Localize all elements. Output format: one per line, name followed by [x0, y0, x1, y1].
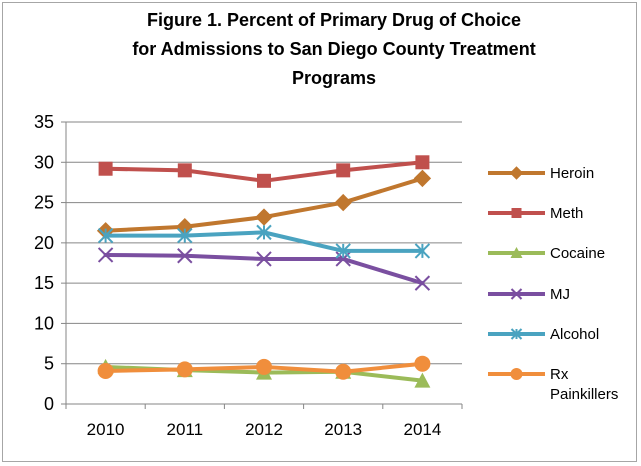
data-point	[176, 361, 193, 378]
data-point-stroke	[414, 275, 431, 291]
y-tick-label: 35	[34, 112, 54, 132]
legend-label: Painkillers	[550, 386, 618, 403]
data-point	[335, 363, 352, 380]
data-point	[256, 251, 272, 267]
y-tick-label: 15	[34, 273, 54, 293]
x-tick-label: 2010	[87, 420, 125, 439]
legend-label: Alcohol	[550, 326, 599, 343]
data-point	[335, 243, 351, 259]
data-point	[415, 155, 430, 170]
data-point	[97, 362, 114, 379]
data-point	[257, 173, 271, 188]
data-point	[177, 227, 193, 244]
data-point	[97, 247, 114, 263]
data-point-stroke	[256, 251, 272, 267]
data-point	[256, 224, 272, 241]
data-point	[334, 193, 352, 212]
series-mj	[97, 247, 431, 291]
series-alcohol	[97, 224, 431, 259]
y-tick-label: 20	[34, 233, 54, 253]
data-point	[511, 208, 522, 218]
data-point	[336, 163, 351, 178]
x-tick-label: 2013	[324, 420, 362, 439]
data-point	[256, 358, 272, 375]
data-point	[510, 247, 523, 258]
chart-title-line-1: Figure 1. Percent of Primary Drug of Cho…	[147, 10, 521, 30]
data-point	[413, 169, 432, 188]
chart-title: Figure 1. Percent of Primary Drug of Cho…	[132, 10, 535, 88]
series-rx-painkillers	[97, 355, 431, 380]
y-tick-label: 30	[34, 152, 54, 172]
legend-item: Rx Painkillers	[488, 366, 618, 403]
data-point	[510, 288, 523, 300]
data-point	[414, 275, 431, 291]
x-tick-label: 2012	[245, 420, 283, 439]
data-point	[98, 161, 113, 176]
legend-item: Meth	[488, 205, 583, 222]
legend-label: Cocaine	[550, 245, 605, 262]
legend: Heroin Meth Cocaine MJ Alcohol Rx Painkillers	[488, 165, 618, 403]
legend-label: Rx	[550, 366, 569, 383]
series-meth	[98, 155, 430, 188]
data-point	[177, 163, 192, 178]
x-tick-label: 2014	[403, 420, 441, 439]
data-point	[414, 372, 431, 388]
y-tick-label: 10	[34, 313, 54, 333]
legend-label: MJ	[550, 286, 570, 303]
legend-label: Heroin	[550, 165, 594, 182]
data-point	[414, 355, 431, 372]
y-tick-label: 0	[44, 394, 54, 414]
legend-item: MJ	[488, 286, 570, 303]
chart-title-line-2: for Admissions to San Diego County Treat…	[132, 39, 535, 59]
x-tick-label: 2011	[167, 420, 204, 439]
legend-item: Heroin	[488, 165, 594, 182]
legend-item: Cocaine	[488, 245, 605, 262]
data-point	[97, 227, 114, 244]
data-point	[510, 368, 523, 380]
axes: 0 5 10 15 20 25 30 35 2010 2011 2012 2013 2014	[34, 112, 463, 439]
data-point-stroke	[177, 248, 193, 264]
data-point-stroke	[97, 247, 114, 263]
legend-label: Meth	[550, 205, 583, 222]
data-point	[509, 166, 524, 180]
y-tick-label: 25	[34, 193, 54, 213]
chart-title-line-3: Programs	[292, 68, 376, 88]
legend-item: Alcohol	[488, 326, 599, 343]
series-lines	[96, 155, 432, 388]
data-point	[510, 328, 523, 340]
data-point	[177, 248, 193, 264]
gridlines	[66, 121, 462, 365]
data-point	[414, 243, 431, 259]
data-point	[255, 208, 273, 226]
data-point-stroke	[510, 288, 523, 300]
y-tick-label: 5	[44, 354, 54, 374]
